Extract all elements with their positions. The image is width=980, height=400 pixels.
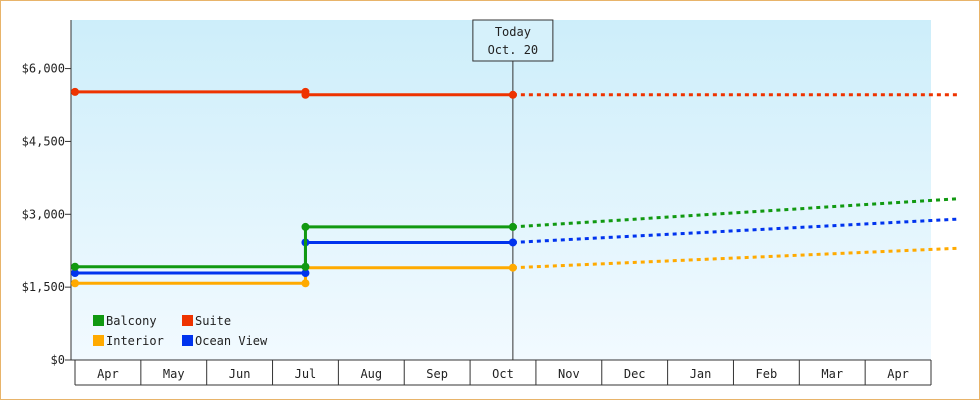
today-marker: Today Oct. 20 [472, 19, 554, 360]
series-balcony [71, 197, 958, 271]
series-point-ocean-view [508, 238, 517, 247]
x-tick-label: Aug [360, 367, 382, 381]
y-tick-label: $6,000 [22, 62, 65, 76]
series-point-ocean-view [71, 269, 79, 278]
x-tick-label: Apr [887, 367, 909, 381]
series-point-interior [508, 263, 517, 272]
legend-label-ocean-view: Ocean View [195, 334, 268, 348]
legend: Balcony Suite Interior Ocean View [93, 314, 268, 348]
legend-swatch-balcony [93, 315, 104, 326]
legend-item-ocean-view: Ocean View [182, 334, 268, 348]
series-point-balcony [508, 222, 517, 231]
x-tick-label: Oct [492, 367, 514, 381]
today-box [472, 19, 554, 62]
x-tick-label: Sep [426, 367, 448, 381]
series-forecast-ocean-view [512, 217, 958, 244]
series-line-balcony [75, 225, 513, 269]
x-axis: Apr May Jun Jul Aug Sep Oct Nov Dec Jan Feb Mar Apr [71, 359, 932, 386]
series-point-suite [301, 90, 310, 99]
series-point-balcony [301, 222, 310, 231]
series-suite [71, 87, 958, 99]
series-point-suite [508, 90, 517, 99]
series-point-interior [301, 279, 310, 288]
legend-swatch-suite [182, 315, 193, 326]
x-tick-label: Jun [229, 367, 251, 381]
y-tick-label: $1,500 [22, 280, 65, 294]
y-tick-label: $3,000 [22, 207, 65, 221]
legend-swatch-interior [93, 335, 104, 346]
x-tick-label: Jan [690, 367, 712, 381]
legend-item-interior: Interior [93, 334, 164, 348]
today-date: Oct. 20 [488, 43, 539, 57]
series-point-balcony [301, 262, 310, 271]
x-tick-label: Apr [97, 367, 119, 381]
series-point-balcony [71, 262, 79, 271]
legend-swatch-ocean-view [182, 335, 193, 346]
x-tick-label: Jul [295, 367, 317, 381]
legend-item-balcony: Balcony [93, 314, 157, 328]
x-tick-label: Dec [624, 367, 646, 381]
series-layer [71, 87, 958, 288]
y-axis: $0 $1,500 $3,000 $4,500 $6,000 [22, 20, 72, 367]
today-label: Today [495, 25, 531, 39]
legend-label-interior: Interior [106, 334, 164, 348]
plot-area [71, 20, 931, 360]
legend-label-suite: Suite [195, 314, 231, 328]
y-tick-label: $4,500 [22, 134, 65, 148]
y-tick-label: $0 [51, 353, 65, 367]
x-tick-label: Nov [558, 367, 580, 381]
x-tick-label: Feb [756, 367, 778, 381]
series-forecast-balcony [512, 197, 958, 229]
series-point-interior [71, 279, 79, 288]
legend-item-suite: Suite [182, 314, 231, 328]
legend-label-balcony: Balcony [106, 314, 157, 328]
x-tick-label: May [163, 367, 185, 381]
x-tick-label: Mar [821, 367, 843, 381]
series-point-ocean-view [301, 269, 310, 278]
series-point-suite [71, 87, 79, 96]
series-forecast-interior [512, 246, 958, 270]
